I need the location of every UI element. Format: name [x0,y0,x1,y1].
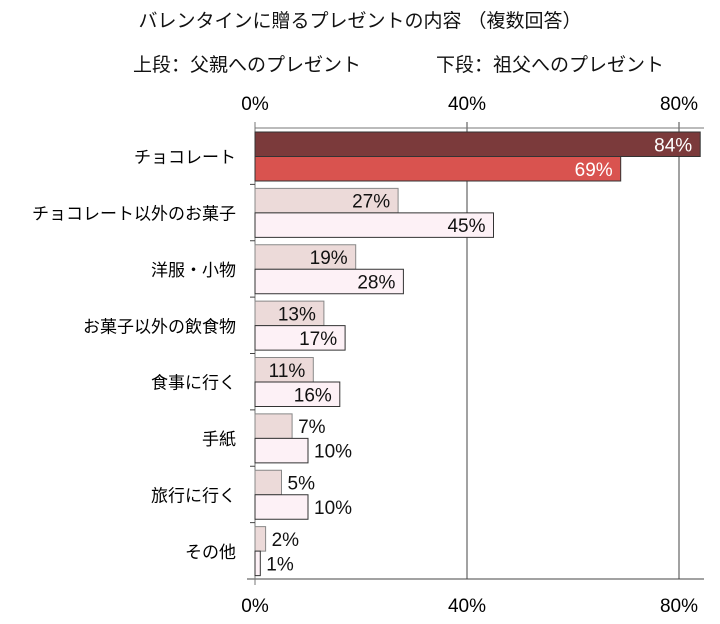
data-label: 7% [298,417,326,438]
bar-father [254,413,293,439]
data-label: 1% [266,554,294,575]
x-tick-label-bottom: 0% [241,596,269,617]
data-label: 27% [352,192,390,213]
category-label: チョコレート以外のお菓子 [32,205,236,224]
category-label: お菓子以外の飲食物 [83,317,236,336]
bar-grandfather [254,325,346,351]
category-label: チョコレート [134,148,236,167]
bar-father [254,526,267,552]
data-label: 13% [278,304,316,325]
bar-father [254,131,701,157]
data-label: 10% [314,442,352,463]
x-tick-label-top: 80% [660,94,698,115]
x-tick-label-bottom: 40% [448,596,486,617]
data-label: 28% [357,273,395,294]
bar-grandfather [254,550,261,577]
bar-father [254,300,325,327]
data-label: 84% [654,135,692,156]
chart-title: バレンタインに贈るプレゼントの内容 （複数回答） [138,10,582,32]
bar-grandfather [254,494,309,520]
data-label: 69% [575,160,613,181]
x-tick-label-bottom: 80% [660,596,698,617]
bar-grandfather [254,156,622,182]
category-label: 食事に行く [151,374,236,393]
bar-father [254,469,282,496]
legend-father: 上段：父親へのプレゼント [133,54,362,76]
data-label: 11% [269,361,306,382]
data-label: 19% [310,248,348,269]
data-label: 10% [314,498,352,519]
bar-grandfather [254,268,404,295]
data-label: 5% [288,474,316,495]
category-label: 旅行に行く [151,486,236,505]
data-label: 16% [294,385,332,406]
category-label: その他 [185,543,236,562]
bar-father [254,187,399,214]
x-tick-label-top: 40% [448,94,486,115]
data-label: 17% [299,329,337,350]
x-tick-label-top: 0% [241,94,269,115]
bar-father [254,357,314,383]
data-label: 2% [272,530,300,551]
bar-grandfather [254,381,341,407]
bar-grandfather [254,212,494,238]
category-label: 手紙 [202,430,236,449]
data-label: 45% [447,216,485,237]
category-label: 洋服・小物 [151,261,236,280]
bar-grandfather [254,437,309,464]
legend-grandfather: 下段：祖父へのプレゼント [436,54,665,76]
